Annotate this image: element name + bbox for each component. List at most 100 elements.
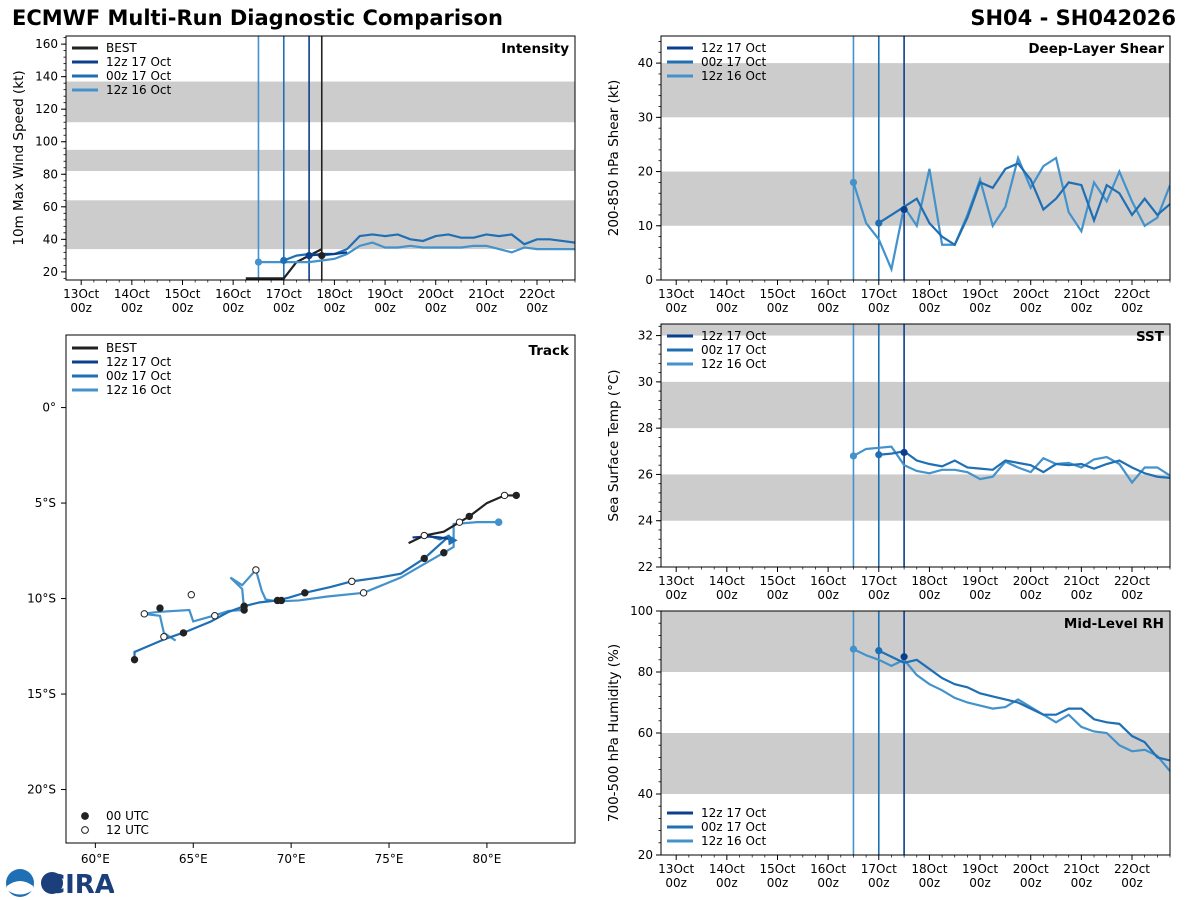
intensity-x-tick-hour: 00z: [425, 301, 447, 315]
intensity-x-tick-hour: 00z: [70, 301, 92, 315]
track-x-tick-label: 75°E: [375, 852, 404, 866]
sst-y-tick-label: 30: [638, 375, 653, 389]
shear-x-tick-day: 22Oct: [1114, 287, 1150, 301]
rh-y-tick-label: 40: [638, 787, 653, 801]
rh-x-tick-hour: 00z: [817, 876, 839, 890]
intensity-run3-line: [258, 241, 575, 264]
sst-run1-start-point: [900, 448, 908, 457]
sst-x-tick-hour: 00z: [868, 588, 890, 602]
rh-x-tick-hour: 00z: [665, 876, 687, 890]
sst-x-tick-hour: 00z: [969, 588, 991, 602]
rh-legend-label-run2: 00z 17 Oct: [701, 820, 767, 834]
rh-y-tick-label: 60: [638, 726, 653, 740]
rh-x-tick-hour: 00z: [767, 876, 789, 890]
shear-plot-area: [661, 36, 1170, 280]
sst-x-tick-day: 13Oct: [658, 574, 694, 588]
shear-x-tick-day: 16Oct: [810, 287, 846, 301]
sst-legend-label-run1: 12z 17 Oct: [701, 329, 767, 343]
track-12utc-marker: [455, 518, 464, 526]
sst-x-tick-hour: 00z: [716, 588, 738, 602]
track-run-end-point: [494, 518, 503, 526]
rh-legend-label-run3: 12z 16 Oct: [701, 834, 767, 848]
shear-y-tick-label: 20: [638, 165, 653, 179]
sst-run2-line: [878, 450, 1170, 480]
rh-x-tick-hour: 00z: [716, 876, 738, 890]
sst-x-tick-hour: 00z: [1121, 588, 1143, 602]
rh-x-tick-day: 21Oct: [1063, 862, 1099, 876]
track-00utc-marker: [240, 606, 248, 614]
intensity-y-tick-label: 100: [35, 135, 58, 149]
intensity-y-tick-label: 80: [43, 167, 58, 181]
track-00utc-marker: [301, 589, 309, 597]
shear-x-tick-day: 13Oct: [658, 287, 694, 301]
intensity-x-tick-hour: 00z: [121, 301, 143, 315]
sst-run3-line: [852, 445, 1170, 485]
storm-id-title: SH04 - SH042026: [970, 6, 1176, 30]
track-legend-label-run2: 00z 17 Oct: [106, 369, 172, 383]
track-00utc-marker: [130, 655, 139, 664]
intensity-x-tick-hour: 00z: [476, 301, 498, 315]
track-12utc-marker: [140, 610, 149, 618]
shear-x-tick-day: 17Oct: [861, 287, 897, 301]
intensity-x-tick-hour: 00z: [273, 301, 295, 315]
rh-title: Mid-Level RH: [1064, 616, 1164, 632]
intensity-run1-start-point: [305, 252, 313, 260]
rh-x-tick-day: 22Oct: [1114, 862, 1150, 876]
shear-x-tick-day: 19Oct: [962, 287, 998, 301]
track-legend-00utc-marker: [81, 812, 89, 820]
shear-band: [661, 63, 1170, 118]
shear-y-tick-label: 0: [645, 273, 653, 287]
intensity-x-tick-day: 17Oct: [266, 287, 302, 301]
shear-x-tick-hour: 00z: [1020, 301, 1042, 315]
shear-x-tick-day: 20Oct: [1013, 287, 1049, 301]
sst-x-tick-day: 16Oct: [810, 574, 846, 588]
shear-x-tick-hour: 00z: [969, 301, 991, 315]
rh-x-tick-day: 17Oct: [861, 862, 897, 876]
intensity-x-tick-day: 15Oct: [164, 287, 200, 301]
intensity-run2-start-point: [280, 256, 288, 265]
rh-x-tick-hour: 00z: [1121, 876, 1143, 890]
track-12utc-marker: [500, 491, 509, 500]
track-legend-label-run3: 12z 16 Oct: [106, 383, 172, 397]
track-y-tick-label: 0°: [42, 401, 56, 415]
shear-title: Deep-Layer Shear: [1028, 41, 1164, 57]
track-12utc-marker: [359, 589, 368, 597]
intensity-x-tick-day: 13Oct: [63, 287, 99, 301]
shear-x-tick-hour: 00z: [919, 301, 941, 315]
rh-x-tick-day: 15Oct: [759, 862, 795, 876]
track-y-tick-label: 10°S: [27, 592, 56, 606]
rh-run2-line: [878, 649, 1170, 762]
sst-run2-start-point: [875, 451, 883, 459]
intensity-x-tick-day: 18Oct: [316, 287, 352, 301]
track-run1-arrowhead: [447, 534, 458, 546]
rh-band: [661, 611, 1170, 672]
track-00utc-marker: [277, 596, 286, 605]
track-legend-label-best: BEST: [106, 341, 137, 355]
sst-x-tick-day: 15Oct: [759, 574, 795, 588]
rh-x-tick-day: 16Oct: [810, 862, 846, 876]
track-plot-area: [130, 491, 520, 664]
intensity-band: [66, 149, 575, 172]
sst-x-tick-day: 14Oct: [709, 574, 745, 588]
intensity-x-tick-day: 16Oct: [215, 287, 251, 301]
cira-logo: CIRA: [6, 869, 114, 900]
shear-x-tick-hour: 00z: [1121, 301, 1143, 315]
rh-legend-label-run1: 12z 17 Oct: [701, 806, 767, 820]
rh-run2-start-point: [875, 647, 883, 655]
track-00utc-marker: [512, 491, 520, 500]
track-00utc-marker: [440, 549, 448, 557]
track-run3-path: [142, 521, 499, 642]
sst-legend-label-run2: 00z 17 Oct: [701, 343, 767, 357]
sst-x-tick-day: 18Oct: [911, 574, 947, 588]
intensity-y-tick-label: 20: [43, 265, 58, 279]
intensity-run3-start-point: [254, 258, 263, 266]
rh-x-tick-day: 19Oct: [962, 862, 998, 876]
sst-y-tick-label: 26: [638, 467, 653, 481]
shear-run2-start-point: [875, 219, 883, 227]
intensity-legend-label-run2: 00z 17 Oct: [106, 69, 172, 83]
intensity-y-tick-label: 140: [35, 70, 58, 84]
shear-y-tick-label: 10: [638, 219, 653, 233]
shear-axes-frame: [660, 35, 1171, 281]
intensity-y-tick-label: 120: [35, 102, 58, 116]
track-y-tick-label: 20°S: [27, 783, 56, 797]
